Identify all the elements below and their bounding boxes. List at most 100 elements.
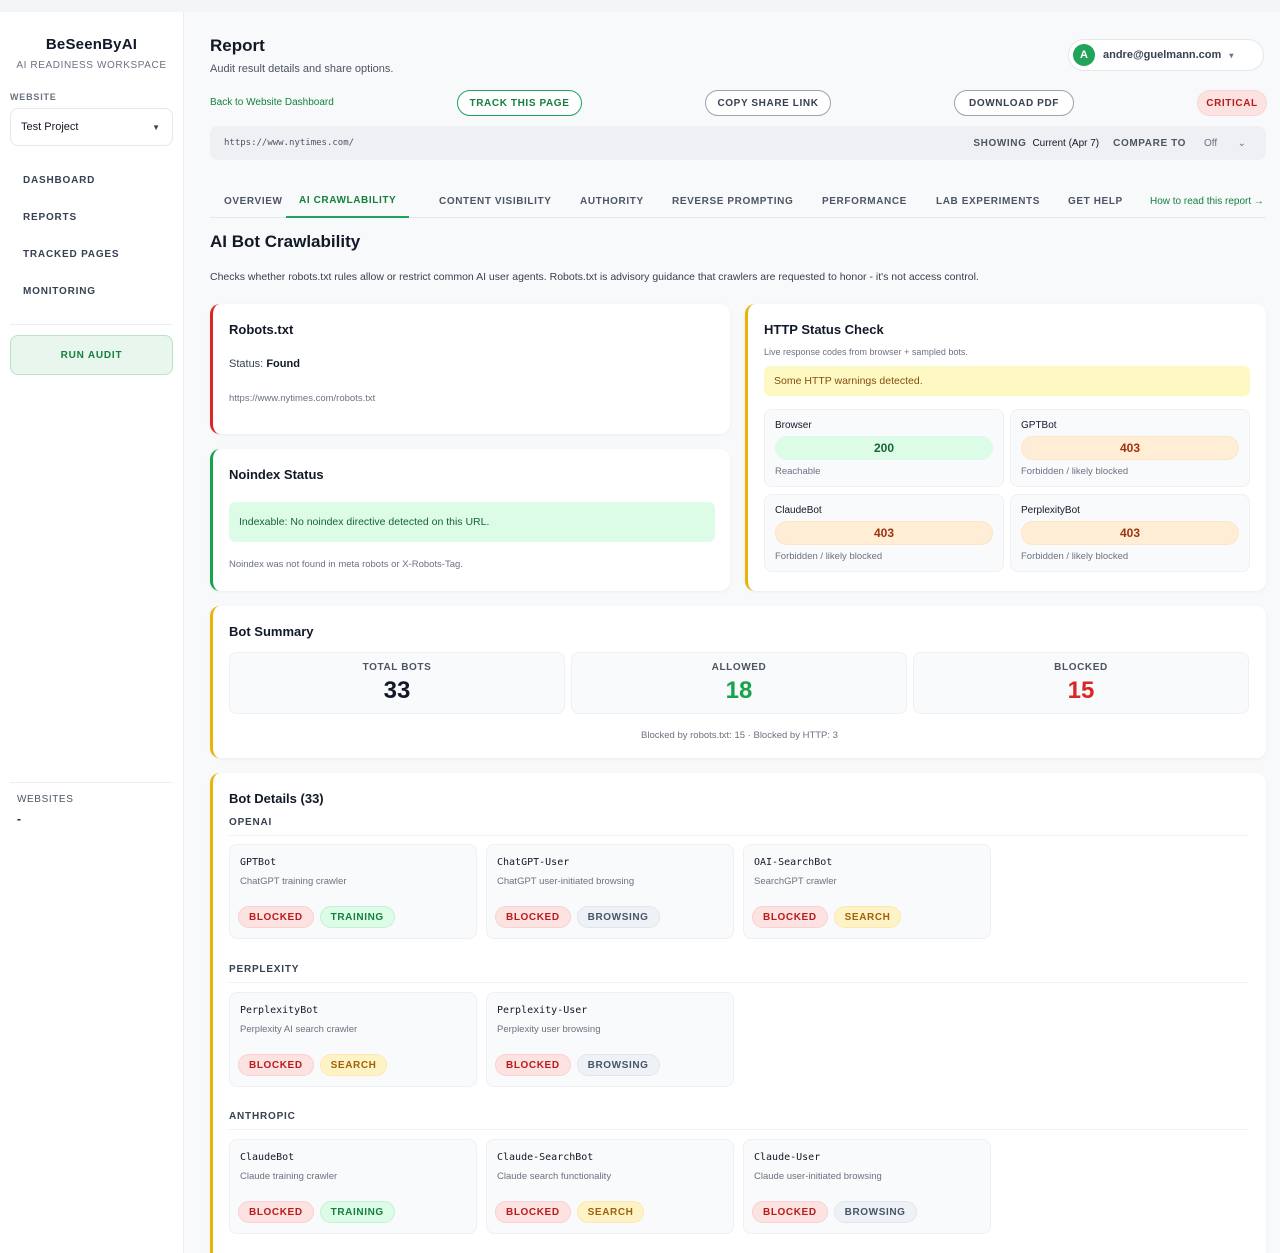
websites-empty-value: - — [17, 812, 21, 826]
noindex-title: Noindex Status — [229, 467, 324, 482]
http-bot-name: PerplexityBot — [1021, 505, 1080, 516]
browsing-badge: BROWSING — [576, 1054, 660, 1076]
stat-total-bots: TOTAL BOTS 33 — [229, 652, 565, 714]
noindex-card: Noindex Status Indexable: No noindex dir… — [210, 449, 730, 591]
http-warning: Some HTTP warnings detected. — [764, 366, 1250, 396]
bot-name: ClaudeBot — [240, 1152, 295, 1163]
sidebar-item-tracked-pages[interactable]: TRACKED PAGES — [23, 249, 120, 260]
page-subtitle: Audit result details and share options. — [210, 63, 394, 75]
tab-reverse-prompting[interactable]: REVERSE PROMPTING — [672, 195, 794, 207]
stat-allowed: ALLOWED 18 — [571, 652, 907, 714]
robots-card: Robots.txt Status: Found https://www.nyt… — [210, 304, 730, 434]
group-label-openai: OPENAI — [229, 817, 273, 828]
back-to-dashboard-link[interactable]: Back to Website Dashboard — [210, 97, 334, 108]
section-description: Checks whether robots.txt rules allow or… — [210, 271, 979, 283]
project-select[interactable]: Test Project ▼ — [10, 108, 173, 146]
group-divider — [229, 835, 1249, 836]
copy-share-link-button[interactable]: COPY SHARE LINK — [705, 90, 831, 116]
website-label: WEBSITE — [10, 92, 57, 102]
stat-value: 15 — [1067, 677, 1095, 704]
bot-name: Claude-SearchBot — [497, 1152, 594, 1163]
sidebar-item-reports[interactable]: REPORTS — [23, 212, 77, 223]
sidebar-divider — [10, 324, 173, 325]
http-bot-browser: Browser 200 Reachable — [764, 409, 1004, 487]
bot-name: Perplexity-User — [497, 1005, 588, 1016]
bot-details-card: Bot Details (33) OPENAI GPTBot ChatGPT t… — [210, 773, 1266, 1253]
bot-card-claude-user: Claude-User Claude user-initiated browsi… — [743, 1139, 991, 1234]
sidebar-item-monitoring[interactable]: MONITORING — [23, 286, 96, 297]
bot-description: SearchGPT crawler — [754, 876, 837, 887]
noindex-notice: Indexable: No noindex directive detected… — [229, 502, 715, 542]
http-bot-name: Browser — [775, 420, 812, 431]
training-badge: TRAINING — [319, 906, 395, 928]
showing-value: Current (Apr 7) — [1032, 137, 1100, 149]
blocked-badge: BLOCKED — [238, 906, 314, 928]
http-status-code: 403 — [775, 521, 993, 545]
noindex-foot: Noindex was not found in meta robots or … — [229, 559, 463, 570]
bot-description: Perplexity AI search crawler — [240, 1024, 358, 1035]
download-pdf-button[interactable]: DOWNLOAD PDF — [954, 90, 1074, 116]
track-page-button[interactable]: TRACK THIS PAGE — [457, 90, 582, 116]
avatar: A — [1073, 44, 1095, 66]
bot-card-claude-searchbot: Claude-SearchBot Claude search functiona… — [486, 1139, 734, 1234]
tab-ai-crawlability[interactable]: AI CRAWLABILITY — [286, 184, 410, 218]
http-bot-claudebot: ClaudeBot 403 Forbidden / likely blocked — [764, 494, 1004, 572]
sidebar: BeSeenByAI AI READINESS WORKSPACE WEBSIT… — [0, 12, 184, 1253]
tab-authority[interactable]: AUTHORITY — [580, 195, 644, 207]
tab-get-help[interactable]: GET HELP — [1068, 195, 1123, 207]
bot-card-gptbot: GPTBot ChatGPT training crawler BLOCKED … — [229, 844, 477, 939]
blocked-badge: BLOCKED — [238, 1054, 314, 1076]
websites-label: WEBSITES — [17, 794, 74, 805]
summary-title: Bot Summary — [229, 624, 314, 639]
chevron-down-icon: ⌄ — [1237, 137, 1246, 149]
user-email: andre@guelmann.com — [1103, 49, 1222, 61]
stat-label: ALLOWED — [711, 662, 767, 673]
tab-content-visibility[interactable]: CONTENT VISIBILITY — [439, 195, 552, 207]
tab-lab-experiments[interactable]: LAB EXPERIMENTS — [936, 195, 1041, 207]
blocked-badge: BLOCKED — [238, 1201, 314, 1223]
bot-description: Claude training crawler — [240, 1171, 338, 1182]
bot-card-claudebot: ClaudeBot Claude training crawler BLOCKE… — [229, 1139, 477, 1234]
bot-name: GPTBot — [240, 857, 277, 868]
bot-card-perplexity-user: Perplexity-User Perplexity user browsing… — [486, 992, 734, 1087]
websites-divider — [10, 782, 173, 783]
user-menu[interactable]: A andre@guelmann.com ▾ — [1068, 39, 1264, 71]
showing-label: SHOWING — [973, 137, 1027, 149]
page-title: Report — [210, 36, 265, 55]
http-title: HTTP Status Check — [764, 322, 884, 337]
http-status-card: HTTP Status Check Live response codes fr… — [745, 304, 1266, 591]
report-tabs: OVERVIEW AI CRAWLABILITY CONTENT VISIBIL… — [210, 184, 1266, 218]
details-title: Bot Details (33) — [229, 791, 324, 806]
browsing-badge: BROWSING — [833, 1201, 917, 1223]
chevron-down-icon: ▾ — [1229, 50, 1234, 60]
sidebar-item-dashboard[interactable]: DASHBOARD — [23, 175, 96, 186]
robots-status-label: Status: — [229, 358, 264, 370]
http-status-note: Forbidden / likely blocked — [1021, 466, 1129, 477]
tab-overview[interactable]: OVERVIEW — [224, 195, 283, 207]
browsing-badge: BROWSING — [576, 906, 660, 928]
compare-label: COMPARE TO — [1113, 137, 1186, 149]
training-badge: TRAINING — [319, 1201, 395, 1223]
search-badge: SEARCH — [833, 906, 902, 928]
bot-name: ChatGPT-User — [497, 857, 570, 868]
how-to-read-link[interactable]: How to read this report → — [1150, 196, 1264, 207]
run-audit-button[interactable]: RUN AUDIT — [10, 335, 173, 375]
group-divider — [229, 1129, 1249, 1130]
section-title: AI Bot Crawlability — [210, 232, 361, 251]
group-label-perplexity: PERPLEXITY — [229, 964, 300, 975]
robots-link[interactable]: https://www.nytimes.com/robots.txt — [229, 393, 376, 404]
brand-logo[interactable]: BeSeenByAI — [45, 36, 138, 53]
tab-performance[interactable]: PERFORMANCE — [822, 195, 907, 207]
bot-name: Claude-User — [754, 1152, 821, 1163]
http-bot-gptbot: GPTBot 403 Forbidden / likely blocked — [1010, 409, 1250, 487]
bot-description: ChatGPT training crawler — [240, 876, 347, 887]
http-status-code: 403 — [1021, 436, 1239, 460]
http-status-code: 200 — [775, 436, 993, 460]
search-badge: SEARCH — [319, 1054, 388, 1076]
brand-subtitle: AI READINESS WORKSPACE — [16, 60, 167, 71]
search-badge: SEARCH — [576, 1201, 645, 1223]
http-bot-name: ClaudeBot — [775, 505, 822, 516]
group-divider — [229, 982, 1249, 983]
compare-select[interactable]: Off ⌄ — [1194, 131, 1252, 155]
audited-url: https://www.nytimes.com/ — [224, 138, 355, 148]
